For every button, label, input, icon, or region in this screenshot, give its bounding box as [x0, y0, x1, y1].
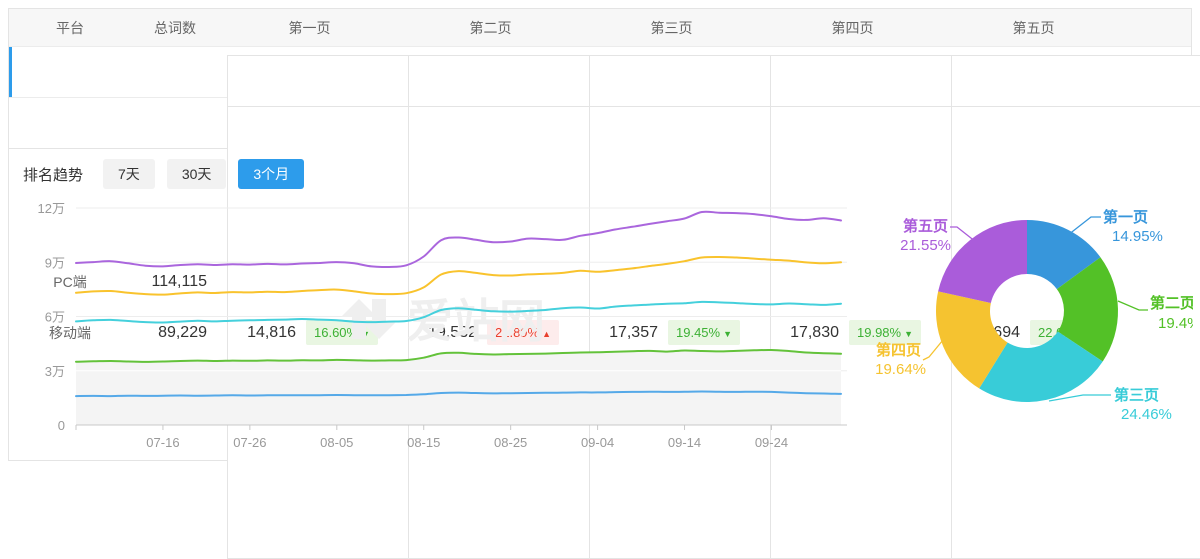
svg-text:14.95%: 14.95%	[1112, 228, 1163, 245]
tab-7-days[interactable]: 7天	[103, 159, 155, 189]
svg-text:07-26: 07-26	[233, 435, 266, 450]
svg-text:第五页: 第五页	[903, 217, 948, 235]
tab-3-months[interactable]: 3个月	[238, 159, 305, 189]
triangle-icon	[904, 329, 913, 339]
header-page-2: 第二页	[469, 19, 512, 36]
change-badge: 21.89%	[487, 320, 560, 345]
triangle-icon	[723, 329, 732, 339]
trend-title: 排名趋势	[23, 166, 84, 184]
svg-text:24.46%: 24.46%	[1121, 406, 1172, 423]
page-count: 14,816	[247, 323, 296, 341]
svg-text:07-16: 07-16	[146, 435, 179, 450]
header-page-3: 第三页	[650, 19, 693, 36]
keyword-rank-panel: 平台 总词数 第一页 第二页 第三页 第四页 第五页 PC端 114,115 1…	[8, 8, 1200, 559]
platform-label: 移动端	[49, 324, 91, 341]
svg-text:6万: 6万	[45, 310, 65, 325]
change-badge: 16.60%	[306, 320, 379, 345]
total-words: 89,229	[158, 323, 207, 341]
svg-text:3万: 3万	[45, 364, 65, 379]
svg-text:09-14: 09-14	[668, 435, 701, 450]
svg-text:09-04: 09-04	[581, 435, 614, 450]
rank-table: 平台 总词数 第一页 第二页 第三页 第四页 第五页 PC端 114,115 1…	[9, 9, 1200, 559]
svg-text:爱站网: 爱站网	[407, 295, 545, 347]
trend-line-chart: 爱站网 0 3万 6万 9万 12万 07-16 07-26 08-05 08-15 08-25 09…	[9, 187, 879, 461]
header-page-1: 第一页	[288, 19, 331, 36]
svg-text:第四页: 第四页	[876, 341, 921, 359]
svg-text:08-25: 08-25	[494, 435, 527, 450]
table-row-pc[interactable]: PC端 114,115 17,056 14.95% 22,144 19.40% …	[9, 46, 1200, 508]
svg-text:08-05: 08-05	[320, 435, 353, 450]
triangle-icon	[542, 329, 551, 339]
page-count: 19,532	[428, 323, 477, 341]
svg-text:12万: 12万	[38, 201, 65, 216]
svg-text:08-15: 08-15	[407, 435, 440, 450]
platform-label: PC端	[53, 273, 87, 290]
page-distribution-donut-chart: 第一页 14.95% 第二页 19.4% 第三页 24.46% 第四页 19.64% 第五页 21…	[849, 189, 1200, 461]
header-total: 总词数	[154, 19, 196, 36]
tab-30-days[interactable]: 30天	[166, 159, 227, 189]
svg-text:0: 0	[58, 418, 65, 433]
svg-text:第三页: 第三页	[1114, 386, 1159, 404]
page-count: 17,830	[790, 323, 839, 341]
header-page-4: 第四页	[831, 19, 874, 36]
header-page-5: 第五页	[1012, 19, 1055, 36]
change-badge: 19.98%	[849, 320, 922, 345]
svg-text:第一页: 第一页	[1103, 208, 1148, 226]
svg-text:09-24: 09-24	[755, 435, 788, 450]
svg-text:19.4%: 19.4%	[1158, 315, 1193, 332]
table-header-row: 平台 总词数 第一页 第二页 第三页 第四页 第五页	[9, 9, 1191, 46]
svg-text:第二页: 第二页	[1150, 294, 1193, 312]
svg-text:9万: 9万	[45, 255, 65, 270]
change-badge: 19.45%	[668, 320, 741, 345]
svg-text:19.64%: 19.64%	[875, 361, 926, 378]
page-count: 17,357	[609, 323, 658, 341]
total-words: 114,115	[151, 272, 207, 290]
trend-header: 排名趋势 7天 30天 3个月	[23, 159, 305, 189]
svg-text:21.55%: 21.55%	[900, 237, 951, 254]
header-platform: 平台	[56, 19, 84, 36]
